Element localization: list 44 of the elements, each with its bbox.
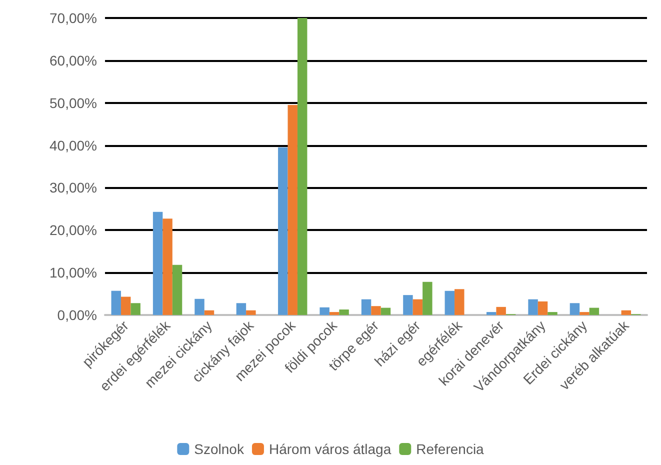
- y-tick-label: 40,00%: [50, 137, 97, 154]
- bar: [288, 104, 298, 315]
- legend-label: Szolnok: [194, 441, 245, 457]
- bar: [538, 301, 548, 315]
- bar: [528, 299, 538, 315]
- bar: [570, 303, 580, 315]
- bar: [361, 299, 372, 315]
- bar: [380, 308, 391, 315]
- bar: [621, 310, 632, 315]
- bar: [422, 282, 432, 315]
- y-tick-label: 10,00%: [50, 264, 97, 281]
- bar: [204, 310, 214, 315]
- bar: [236, 303, 246, 315]
- bar: [194, 298, 204, 315]
- bar: [152, 212, 163, 315]
- bar: [580, 312, 590, 315]
- bar: [548, 312, 558, 315]
- y-tick-label: 30,00%: [50, 180, 97, 196]
- y-tick-label: 0,00%: [57, 307, 97, 323]
- bar: [246, 310, 256, 315]
- y-tick-label: 20,00%: [50, 222, 97, 238]
- bar: [412, 299, 423, 315]
- bar: [339, 309, 349, 315]
- bar: [454, 289, 464, 315]
- bar: [297, 18, 308, 315]
- bar: [589, 308, 600, 315]
- bar: [444, 290, 455, 315]
- y-tick-label: 60,00%: [50, 52, 97, 68]
- bar: [278, 147, 288, 315]
- bar: [120, 296, 131, 315]
- bar: [403, 295, 413, 315]
- legend-label: Három város átlaga: [268, 441, 392, 457]
- bar: [162, 218, 172, 315]
- bar: [111, 290, 121, 315]
- bar: [320, 307, 330, 315]
- bar: [496, 306, 506, 315]
- bar: [371, 306, 381, 315]
- bar: [486, 312, 496, 315]
- bar: [172, 264, 182, 315]
- bar: [130, 303, 140, 315]
- y-tick-label: 70,00%: [50, 10, 97, 26]
- bar: [329, 312, 340, 315]
- y-tick-label: 50,00%: [50, 94, 97, 111]
- legend-label: Referencia: [416, 441, 484, 457]
